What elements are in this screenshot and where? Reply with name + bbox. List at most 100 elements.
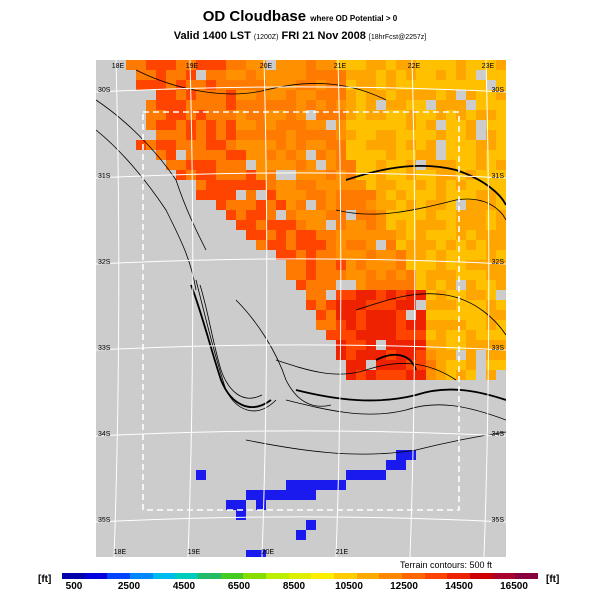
- cloudbase-cell: [436, 160, 446, 170]
- cloudbase-cell: [306, 150, 316, 160]
- ocean-cell: [246, 490, 256, 500]
- cloudbase-cell: [186, 140, 196, 150]
- cloudbase-cell: [386, 150, 396, 160]
- cloudbase-cell: [446, 90, 456, 100]
- cloudbase-cell: [366, 370, 376, 380]
- longitude-label-bottom: 20E: [262, 549, 275, 556]
- cloudbase-cell: [376, 290, 386, 300]
- colorbar-swatch: [492, 573, 516, 579]
- cloudbase-cell: [496, 130, 506, 140]
- cloudbase-cell: [396, 220, 406, 230]
- cloudbase-cell: [246, 210, 256, 220]
- cloudbase-cell: [226, 150, 236, 160]
- cloudbase-cell: [346, 80, 356, 90]
- cloudbase-cell: [196, 150, 206, 160]
- cloudbase-cell: [386, 60, 396, 70]
- cloudbase-cell: [356, 90, 366, 100]
- cloudbase-cell: [216, 150, 226, 160]
- colorbar-swatch: [334, 573, 357, 579]
- cloudbase-cell: [306, 120, 316, 130]
- cloudbase-cell: [186, 70, 196, 80]
- title-line-valid: Valid 1400 LST (1200Z) FRI 21 Nov 2008 […: [0, 29, 600, 45]
- cloudbase-cell: [186, 180, 196, 190]
- longitude-label-top: 18E: [112, 63, 125, 70]
- cloudbase-cell: [286, 70, 296, 80]
- cloudbase-cell: [486, 290, 496, 300]
- cloudbase-cell: [206, 70, 216, 80]
- cloudbase-cell: [226, 90, 236, 100]
- cloudbase-cell: [416, 150, 426, 160]
- cloudbase-cell: [376, 60, 386, 70]
- cloudbase-cell: [366, 190, 376, 200]
- cloudbase-cell: [366, 60, 376, 70]
- longitude-label-top: 22E: [408, 63, 421, 70]
- cloudbase-cell: [366, 240, 376, 250]
- cloudbase-cell: [306, 210, 316, 220]
- cloudbase-cell: [286, 220, 296, 230]
- cloudbase-cell: [346, 370, 356, 380]
- cloudbase-cell: [356, 350, 366, 360]
- cloudbase-cell: [376, 80, 386, 90]
- cloudbase-cell: [426, 340, 436, 350]
- cloudbase-cell: [386, 280, 396, 290]
- cloudbase-cell: [476, 240, 486, 250]
- cloudbase-cell: [486, 130, 496, 140]
- cloudbase-cell: [416, 250, 426, 260]
- cloudbase-cell: [306, 100, 316, 110]
- cloudbase-cell: [326, 270, 336, 280]
- cloudbase-cell: [346, 110, 356, 120]
- colorbar-tick-label: 500: [65, 581, 83, 592]
- latitude-line: [96, 172, 506, 179]
- cloudbase-cell: [246, 180, 256, 190]
- cloudbase-cell: [396, 310, 406, 320]
- cloudbase-cell: [456, 360, 466, 370]
- cloudbase-cell: [396, 280, 406, 290]
- cloudbase-cell: [416, 230, 426, 240]
- cloudbase-cell: [446, 210, 456, 220]
- cloudbase-cell: [286, 160, 296, 170]
- cloudbase-cell: [266, 220, 276, 230]
- valid-date: FRI 21 Nov 2008: [281, 30, 366, 42]
- cloudbase-cell: [236, 210, 246, 220]
- cloudbase-cell: [326, 190, 336, 200]
- cloudbase-cell: [396, 260, 406, 270]
- cloudbase-cell: [356, 210, 366, 220]
- cloudbase-cell: [396, 160, 406, 170]
- cloudbase-cell: [396, 70, 406, 80]
- cloudbase-cell: [476, 360, 486, 370]
- cloudbase-cell: [336, 160, 346, 170]
- cloudbase-cell: [476, 110, 486, 120]
- cloudbase-cell: [476, 320, 486, 330]
- cloudbase-cell: [386, 170, 396, 180]
- cloudbase-cell: [346, 290, 356, 300]
- cloudbase-cell: [276, 80, 286, 90]
- cloudbase-cell: [376, 200, 386, 210]
- cloudbase-cell: [286, 230, 296, 240]
- cloudbase-cell: [406, 210, 416, 220]
- colorbar-swatch: [152, 573, 176, 579]
- cloudbase-cell: [366, 160, 376, 170]
- longitude-line: [483, 60, 490, 557]
- cloudbase-cell: [496, 240, 506, 250]
- cloudbase-cell: [436, 330, 446, 340]
- cloudbase-cell: [416, 300, 426, 310]
- cloudbase-cell: [206, 120, 216, 130]
- cloudbase-cell: [226, 200, 236, 210]
- cloudbase-cell: [446, 230, 456, 240]
- cloudbase-cell: [386, 250, 396, 260]
- title-block: OD Cloudbase where OD Potential > 0 Vali…: [0, 8, 600, 45]
- cloudbase-cell: [246, 60, 256, 70]
- cloudbase-cell: [466, 300, 476, 310]
- cloudbase-cell: [346, 260, 356, 270]
- cloudbase-cell: [176, 60, 186, 70]
- cloudbase-cell: [226, 110, 236, 120]
- cloudbase-cell: [456, 300, 466, 310]
- cloudbase-cell: [156, 100, 166, 110]
- cloudbase-cell: [306, 240, 316, 250]
- cloudbase-cell: [356, 370, 366, 380]
- cloudbase-cell: [466, 310, 476, 320]
- cloudbase-cell: [326, 230, 336, 240]
- legend-tick-labels: 500 2500 4500 6500 8500 10500 12500 14500 16500: [62, 581, 538, 595]
- cloudbase-cell: [476, 340, 486, 350]
- latitude-line: [96, 258, 506, 265]
